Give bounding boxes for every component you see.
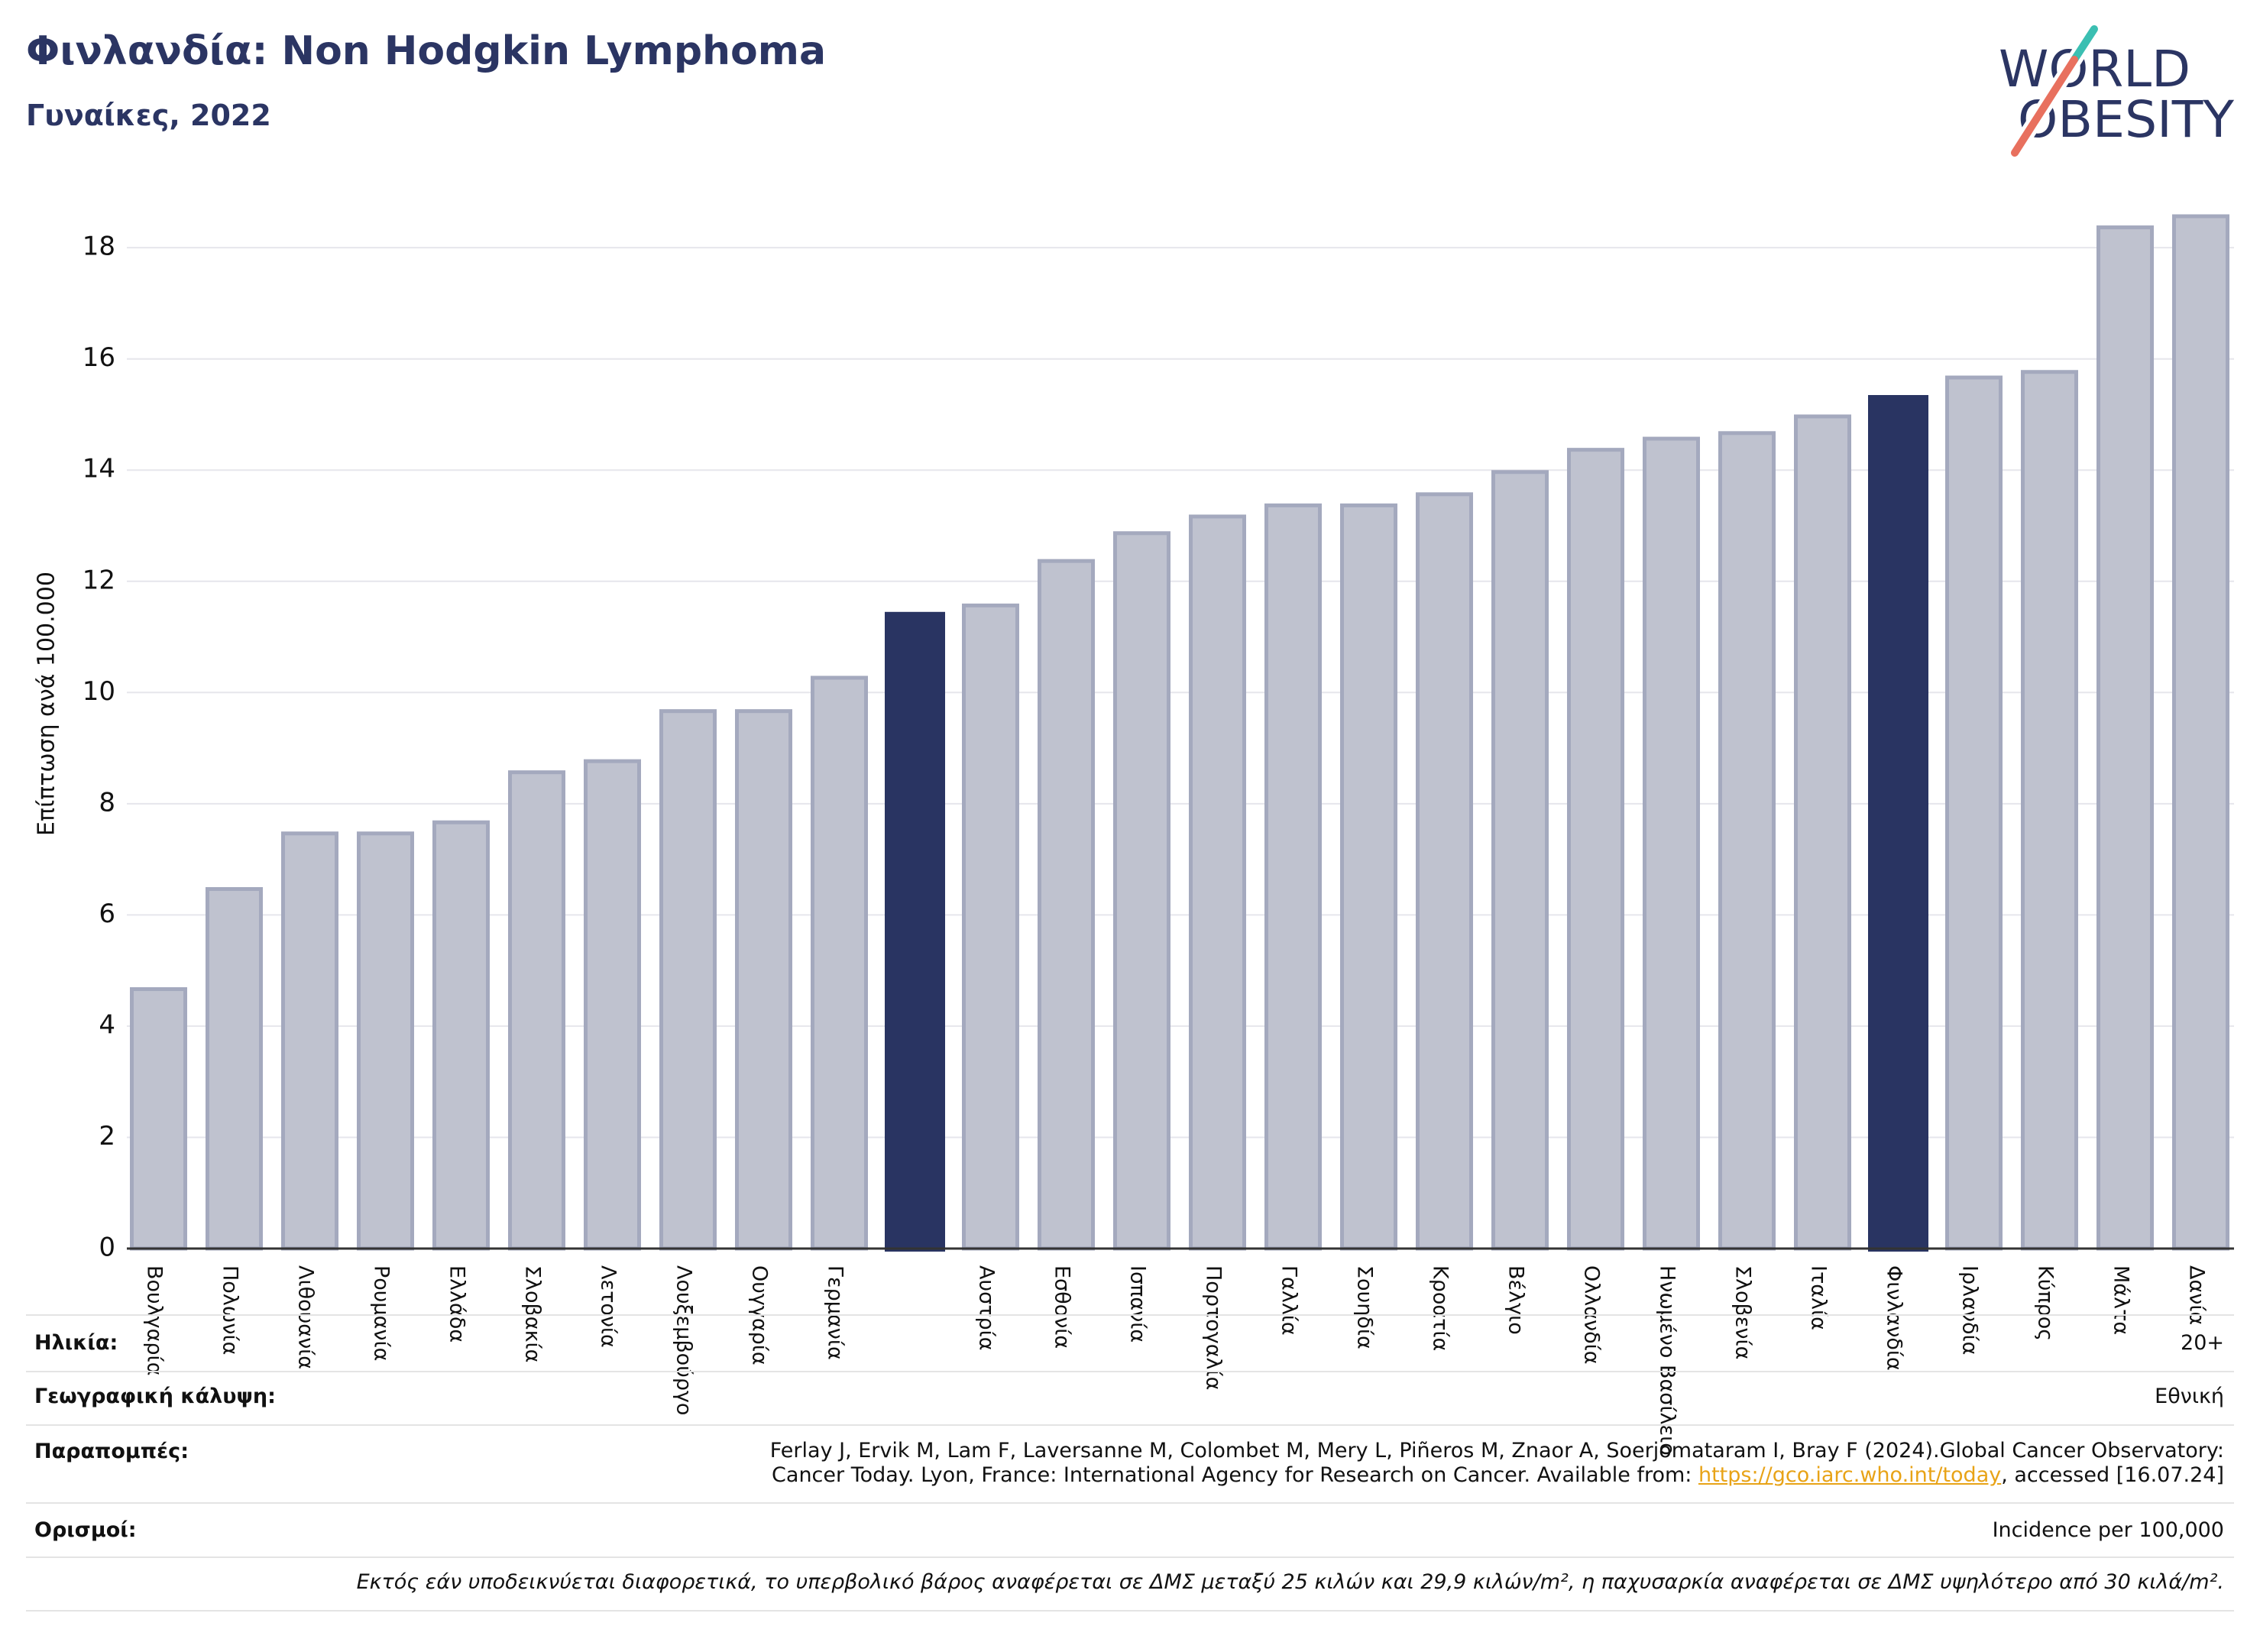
bar	[281, 831, 338, 1251]
bar	[1416, 492, 1473, 1251]
bar-chart: 0 2 4 6 8 10 12 14 16 18 Επίπτωση ανά 100.000	[34, 214, 2234, 1263]
bar	[735, 709, 792, 1251]
coverage-value: Εθνική	[2155, 1385, 2224, 1408]
bar	[659, 709, 717, 1251]
age-label: Ηλικία:	[34, 1331, 118, 1355]
y-tick-label: 4	[99, 1009, 115, 1040]
bar	[357, 831, 414, 1251]
bar	[1189, 514, 1246, 1251]
y-tick-label: 12	[83, 565, 115, 595]
logo-slash-coral	[2011, 56, 2078, 157]
bar	[584, 759, 641, 1251]
table-divider	[26, 1556, 2234, 1558]
table-divider	[26, 1371, 2234, 1372]
chart-title: Φινλανδία: Non Hodgkin Lymphoma	[26, 28, 827, 74]
y-tick-label: 10	[83, 676, 115, 707]
y-axis-ticks: 0 2 4 6 8 10 12 14 16 18	[83, 232, 115, 1263]
bar	[2172, 214, 2229, 1251]
bar	[432, 820, 490, 1251]
bar-highlighted	[1868, 394, 1928, 1252]
bar	[1567, 448, 1624, 1251]
y-tick-label: 0	[99, 1233, 115, 1263]
references-text: Ferlay J, Ervik M, Lam F, Laversanne M, …	[770, 1439, 2224, 1488]
bar	[2021, 370, 2078, 1251]
bar	[1945, 375, 2003, 1251]
y-tick-label: 14	[83, 454, 115, 484]
y-tick-label: 18	[83, 232, 115, 262]
table-divider	[26, 1314, 2234, 1316]
bars	[130, 214, 2229, 1252]
bar	[130, 986, 187, 1251]
bar	[811, 675, 868, 1251]
bar	[2096, 225, 2154, 1251]
y-tick-label: 6	[99, 899, 115, 929]
table-divider	[26, 1424, 2234, 1426]
bar	[508, 770, 565, 1251]
references-link[interactable]: https://gco.iarc.who.int/today	[1698, 1463, 2002, 1487]
definitions-value: Incidence per 100,000	[1992, 1518, 2224, 1542]
bar	[1264, 503, 1322, 1251]
bar	[1794, 414, 1851, 1251]
y-tick-label: 2	[99, 1121, 115, 1152]
bar	[1718, 431, 1776, 1251]
references-line-2-end: , accessed [16.07.24]	[2001, 1463, 2224, 1487]
bar	[1643, 436, 1700, 1251]
table-divider	[26, 1502, 2234, 1504]
bar	[1491, 470, 1549, 1251]
table-divider	[26, 1610, 2234, 1612]
bar	[206, 887, 263, 1251]
y-tick-label: 8	[99, 787, 115, 818]
footnote: Εκτός εάν υποδεικνύεται διαφορετικά, το …	[356, 1570, 2224, 1594]
references-line-2: Cancer Today. Lyon, France: Internationa…	[770, 1463, 2224, 1488]
age-value: 20+	[2181, 1331, 2224, 1355]
y-axis-label: Επίπτωση ανά 100.000	[34, 572, 60, 836]
bar	[1038, 559, 1095, 1251]
world-obesity-logo: WORLD OBESITY	[1999, 23, 2235, 160]
references-label: Παραπομπές:	[34, 1440, 189, 1463]
bar	[1340, 503, 1397, 1251]
bar	[962, 603, 1019, 1251]
logo-slash-teal	[2071, 25, 2098, 63]
bar-highlighted	[885, 611, 945, 1252]
references-line-2-start: Cancer Today. Lyon, France: Internationa…	[772, 1463, 1698, 1487]
references-line-1: Ferlay J, Ervik M, Lam F, Laversanne M, …	[769, 1439, 2224, 1463]
y-tick-label: 16	[83, 342, 115, 373]
chart-subtitle: Γυναίκες, 2022	[26, 99, 271, 132]
coverage-label: Γεωγραφική κάλυψη:	[34, 1385, 276, 1408]
logo-word-world: WORLD	[1999, 40, 2190, 99]
definitions-label: Ορισμοί:	[34, 1518, 137, 1542]
bar	[1113, 531, 1170, 1251]
